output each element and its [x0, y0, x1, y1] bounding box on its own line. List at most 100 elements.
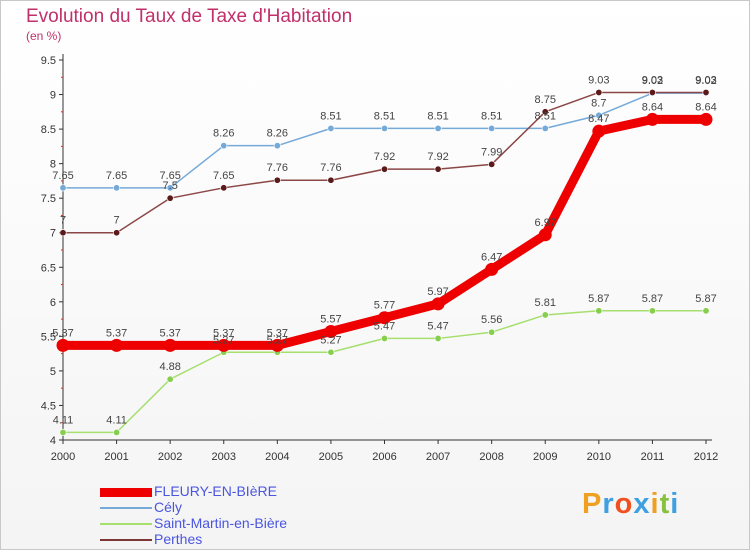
data-label: 8.64: [695, 101, 716, 113]
data-point: [488, 160, 496, 168]
data-label: 7.65: [159, 170, 180, 182]
logo-letter: t: [659, 488, 671, 520]
data-label: 7.92: [374, 151, 395, 163]
data-label: 6.97: [535, 217, 556, 229]
data-point: [434, 124, 442, 132]
data-point: [110, 338, 124, 352]
x-tick-label: 2007: [426, 451, 450, 463]
x-tick-label: 2003: [212, 451, 236, 463]
data-point: [485, 262, 499, 276]
logo-letter: P: [582, 488, 603, 520]
data-label: 8.26: [267, 128, 288, 140]
legend-swatch: [100, 507, 152, 509]
legend-swatch: [100, 539, 152, 541]
legend-swatch: [100, 523, 152, 525]
data-point: [273, 142, 281, 150]
data-label: 9.02: [642, 75, 663, 87]
data-point: [113, 428, 121, 436]
data-point: [702, 307, 710, 315]
y-tick-label: 8.5: [41, 124, 56, 136]
data-label: 7.5: [163, 180, 178, 192]
y-tick-label: 7: [50, 228, 56, 240]
data-label: 5.81: [535, 297, 556, 309]
data-point: [166, 184, 174, 192]
logo-letter: i: [650, 488, 660, 520]
data-label: 5.37: [52, 327, 73, 339]
data-label: 5.27: [320, 334, 341, 346]
data-point: [595, 111, 603, 119]
data-point: [113, 184, 121, 192]
data-label: 8.64: [642, 101, 663, 113]
data-point: [648, 307, 656, 315]
data-point: [327, 348, 335, 356]
legend-label: Cély: [154, 499, 183, 515]
data-point: [702, 88, 710, 96]
series-perthes: [59, 88, 710, 237]
data-point: [541, 124, 549, 132]
y-tick-label: 8: [50, 159, 56, 171]
chart-subtitle: (en %): [26, 29, 62, 43]
x-tick-label: 2009: [533, 451, 557, 463]
x-tick-label: 2002: [158, 451, 182, 463]
legend-label: FLEURY-EN-BIèRE: [154, 483, 277, 499]
data-point: [56, 338, 70, 352]
data-label: 7.76: [267, 162, 288, 174]
data-point: [592, 124, 606, 138]
data-point: [380, 165, 388, 173]
data-point: [273, 176, 281, 184]
legend-swatch: [100, 487, 152, 497]
data-point: [378, 311, 391, 325]
x-tick-label: 2005: [319, 451, 343, 463]
legend-label: Saint-Martin-en-Bière: [154, 515, 288, 531]
data-point: [163, 338, 177, 352]
y-tick-label: 6.5: [41, 262, 56, 274]
series-saint-martin-en-bi-re: [59, 307, 710, 436]
x-tick-label: 2000: [51, 451, 75, 463]
data-point: [595, 88, 603, 96]
data-label: 7: [114, 215, 120, 227]
data-label: 8.7: [591, 97, 606, 109]
logo-letter: o: [614, 488, 634, 520]
data-point: [488, 124, 496, 132]
data-point: [220, 184, 228, 192]
data-label: 5.87: [695, 293, 716, 305]
data-point: [488, 328, 496, 336]
data-point: [699, 112, 713, 126]
data-label: 5.27: [213, 334, 234, 346]
data-point: [217, 338, 231, 352]
data-point: [434, 334, 442, 342]
data-label: 8.51: [320, 110, 341, 122]
data-label: 7.65: [106, 170, 127, 182]
data-point: [595, 307, 603, 315]
data-label: 8.26: [213, 128, 234, 140]
x-tick-label: 2010: [587, 451, 611, 463]
data-label: 9.03: [695, 74, 716, 86]
data-label: 5.57: [320, 314, 341, 326]
data-label: 5.77: [374, 300, 395, 312]
data-point: [59, 184, 67, 192]
y-tick-label: 4.5: [41, 400, 56, 412]
data-label: 8.51: [374, 110, 395, 122]
x-tick-label: 2006: [372, 451, 396, 463]
proxiti-logo: Proxiti: [582, 488, 679, 521]
x-tick-label: 2008: [479, 451, 503, 463]
data-point: [166, 194, 174, 202]
data-label: 8.75: [535, 94, 556, 106]
data-point: [434, 165, 442, 173]
data-point: [166, 375, 174, 383]
data-label: 5.37: [267, 327, 288, 339]
data-label: 5.56: [481, 314, 502, 326]
y-tick-label: 9: [50, 90, 56, 102]
legend-label: Perthes: [154, 531, 203, 547]
data-point: [541, 311, 549, 319]
data-label: 7.65: [213, 170, 234, 182]
y-tick-label: 9.5: [41, 55, 56, 67]
data-point: [327, 124, 335, 132]
data-point: [380, 334, 388, 342]
data-point: [113, 229, 121, 237]
data-label: 9.03: [642, 74, 663, 86]
data-point: [645, 112, 659, 126]
data-label: 4.11: [106, 414, 127, 426]
